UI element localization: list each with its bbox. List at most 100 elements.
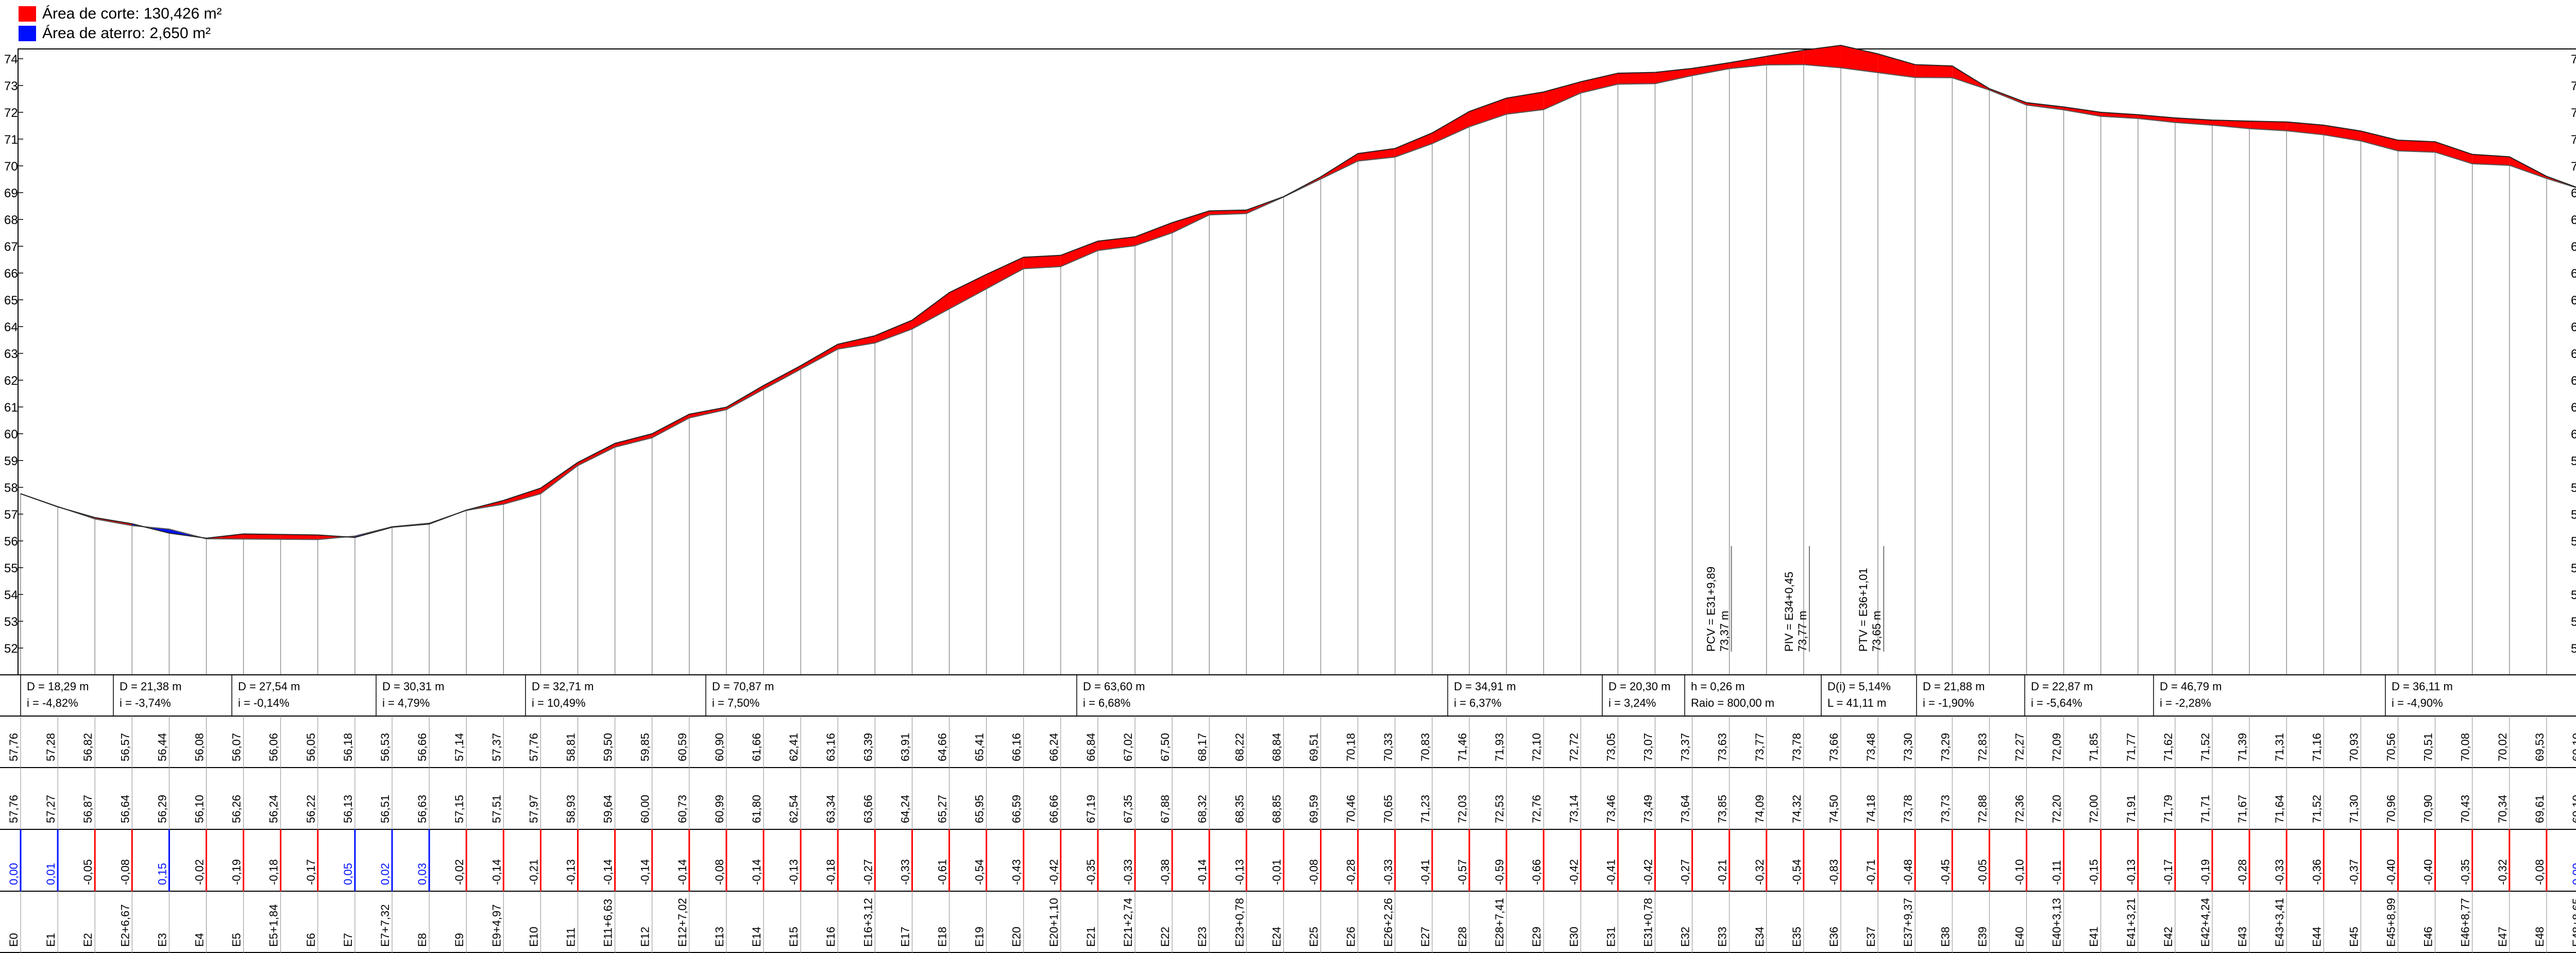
cut-fill-height-label: -0,05: [81, 859, 94, 885]
curve-point-label: PCV = E31+9,89: [1705, 567, 1718, 652]
y-tick-label-left: 70: [4, 160, 18, 174]
project-elevation-label: 56,22: [304, 795, 317, 823]
terrain-elevation-label: 71,31: [2273, 733, 2286, 761]
project-elevation-label: 71,30: [2347, 795, 2360, 823]
cut-fill-height-label: -0,45: [1939, 859, 1952, 885]
grade-length-label: D = 21,88 m: [1923, 680, 1985, 693]
cut-area: [2249, 121, 2287, 131]
terrain-elevation-label: 73,48: [1865, 733, 1877, 761]
cut-fill-height-label: -0,42: [1047, 859, 1060, 885]
terrain-elevation-label: 73,30: [1902, 733, 1914, 761]
cut-fill-height-label: -0,14: [1196, 859, 1209, 885]
y-tick-label-right: 53: [2571, 615, 2576, 629]
y-tick-label-left: 61: [4, 401, 18, 415]
terrain-elevation-label: 56,53: [379, 733, 392, 761]
curve-point-elevation: 73,77 m: [1796, 611, 1809, 652]
y-tick-label-right: 69: [2571, 186, 2576, 200]
station-label: E1: [44, 933, 57, 947]
plot-frame: [18, 48, 2576, 675]
y-tick-label-right: 68: [2571, 213, 2576, 227]
cut-fill-height-label: -0,33: [899, 859, 911, 885]
station-label: E19: [973, 927, 986, 947]
cut-area: [2100, 112, 2138, 118]
station-label: E2: [81, 933, 94, 947]
station-label: E41: [2088, 927, 2100, 947]
cut-fill-height-label: -0,37: [2347, 859, 2360, 885]
station-label: E40: [2013, 927, 2026, 947]
y-tick-label-right: 58: [2571, 481, 2576, 495]
station-label: E26: [1345, 927, 1358, 947]
station-label: E9: [453, 933, 466, 947]
project-elevation-label: 74,32: [1790, 795, 1803, 823]
legend-item-fill: Área de aterro: 2,650 m²: [19, 24, 222, 43]
terrain-elevation-label: 56,05: [304, 733, 317, 761]
grade-length-label: D = 32,71 m: [532, 680, 594, 693]
grade-length-label: D = 30,31 m: [382, 680, 444, 693]
cut-fill-height-label: -0,14: [676, 859, 689, 885]
station-label: E5: [230, 933, 243, 947]
terrain-elevation-label: 63,39: [861, 733, 874, 761]
station-label: E40+3,13: [2050, 898, 2063, 947]
terrain-elevation-label: 60,59: [676, 733, 689, 761]
terrain-elevation-label: 60,90: [713, 733, 726, 761]
station-label: E11: [565, 927, 578, 947]
y-tick-label-left: 54: [4, 588, 18, 602]
terrain-elevation-label: 56,66: [416, 733, 429, 761]
y-tick-label-right: 65: [2571, 294, 2576, 308]
terrain-elevation-label: 56,57: [118, 733, 131, 761]
project-elevation-label: 60,73: [676, 795, 689, 823]
grade-length-label: D = 36,11 m: [2392, 680, 2453, 693]
terrain-elevation-label: 70,93: [2347, 733, 2360, 761]
station-label: E44: [2310, 927, 2323, 947]
y-tick-label-left: 57: [4, 508, 18, 522]
y-tick-label-left: 55: [4, 561, 18, 575]
cut-area: [2435, 142, 2472, 164]
curve-point-elevation: 73,37 m: [1718, 611, 1731, 652]
cut-fill-height-label: -0,33: [1382, 859, 1395, 885]
terrain-elevation-label: 69,10: [2570, 733, 2576, 761]
terrain-elevation-label: 57,76: [7, 733, 20, 761]
terrain-elevation-label: 73,07: [1641, 733, 1654, 761]
grade-slope-label: i = -1,90%: [1923, 696, 1974, 709]
terrain-elevation-label: 66,16: [1010, 733, 1023, 761]
y-tick-label-right: 72: [2571, 106, 2576, 120]
terrain-elevation-label: 72,83: [1976, 733, 1989, 761]
station-label: E12+7,02: [676, 898, 689, 947]
project-elevation-label: 68,32: [1196, 795, 1209, 823]
station-label: E16: [824, 927, 837, 947]
cut-fill-height-label: -0,10: [2013, 859, 2026, 885]
cut-fill-height-label: 0,05: [342, 863, 354, 885]
project-elevation-label: 73,85: [1716, 795, 1729, 823]
station-label: E20: [1010, 927, 1023, 947]
station-label: E32: [1679, 927, 1692, 947]
project-elevation-label: 70,65: [1382, 795, 1395, 823]
cut-fill-height-label: -0,13: [1233, 859, 1246, 885]
project-elevation-label: 56,13: [342, 795, 354, 823]
station-label: E46: [2422, 927, 2435, 947]
project-elevation-label: 57,27: [44, 795, 57, 823]
cut-swatch: [19, 6, 36, 22]
terrain-elevation-label: 73,05: [1604, 733, 1617, 761]
project-elevation-label: 70,90: [2422, 795, 2435, 823]
project-elevation-label: 64,24: [899, 795, 911, 823]
project-elevation-label: 69,61: [2533, 795, 2546, 823]
terrain-elevation-label: 59,50: [602, 733, 615, 761]
cut-fill-height-label: -0,19: [230, 859, 243, 885]
terrain-elevation-label: 72,10: [1530, 733, 1543, 761]
terrain-line: [20, 64, 2576, 540]
cut-area: [1655, 68, 1692, 84]
y-tick-label-left: 64: [4, 320, 18, 334]
y-tick-label-right: 71: [2571, 133, 2576, 147]
cut-area: [243, 534, 281, 539]
station-label: E42: [2162, 927, 2175, 947]
project-elevation-label: 71,71: [2199, 795, 2212, 823]
y-tick-label-left: 74: [4, 53, 18, 66]
y-tick-label-right: 64: [2571, 320, 2576, 334]
terrain-elevation-label: 70,51: [2422, 733, 2435, 761]
project-elevation-label: 74,09: [1753, 795, 1766, 823]
station-label: E30: [1567, 927, 1580, 947]
grade-slope-label: i = -3,74%: [120, 696, 171, 709]
cut-fill-height-label: -0,43: [1010, 859, 1023, 885]
terrain-elevation-label: 67,50: [1159, 733, 1172, 761]
